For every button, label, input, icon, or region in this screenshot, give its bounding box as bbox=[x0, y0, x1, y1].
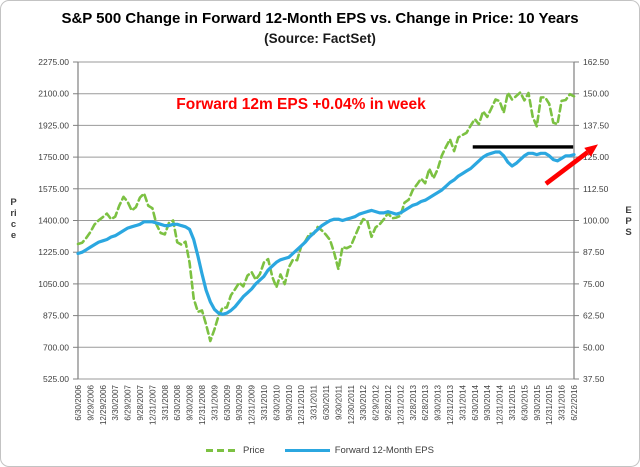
left-axis-tick-label: 875.00 bbox=[43, 311, 69, 321]
right-axis-tick-label: 87.50 bbox=[583, 247, 605, 257]
eps-solid-line-icon bbox=[284, 448, 330, 453]
x-axis-tick-label: 6/22/2016 bbox=[570, 384, 579, 420]
right-axis-tick-label: 137.50 bbox=[583, 120, 609, 130]
right-axis-tick-label: 112.50 bbox=[583, 184, 609, 194]
x-axis-tick-label: 3/31/2016 bbox=[558, 384, 567, 420]
x-axis-tick-label: 12/29/2006 bbox=[99, 384, 108, 425]
left-axis-tick-label: 2275.00 bbox=[38, 57, 69, 67]
price-axis-title: Price bbox=[10, 197, 17, 241]
x-axis-tick-label: 12/31/2012 bbox=[396, 384, 405, 425]
left-axis-tick-label: 1575.00 bbox=[38, 184, 69, 194]
chart-title: S&P 500 Change in Forward 12-Month EPS v… bbox=[61, 10, 579, 27]
chart-subtitle: (Source: FactSet) bbox=[264, 31, 376, 46]
right-axis-tick-label: 62.50 bbox=[583, 311, 605, 321]
x-axis-tick-label: 6/30/2009 bbox=[223, 384, 232, 420]
right-axis-tick-label: 37.50 bbox=[583, 374, 605, 384]
x-axis-tick-label: 12/31/2015 bbox=[545, 384, 554, 425]
left-axis-tick-label: 1925.00 bbox=[38, 120, 69, 130]
x-axis-tick-label: 9/28/2012 bbox=[384, 384, 393, 420]
x-axis-tick-label: 12/31/2010 bbox=[297, 384, 306, 425]
x-axis-tick-label: 9/30/2008 bbox=[186, 384, 195, 420]
left-axis-tick-label: 1225.00 bbox=[38, 247, 69, 257]
x-axis-tick-label: 3/31/2010 bbox=[260, 384, 269, 420]
x-axis-tick-label: 9/28/2007 bbox=[136, 384, 145, 420]
annotation-text: Forward 12m EPS +0.04% in week bbox=[176, 96, 426, 113]
x-axis-tick-label: 9/30/2014 bbox=[483, 384, 492, 420]
x-axis-tick-label: 3/31/2008 bbox=[161, 384, 170, 420]
right-axis-tick-label: 162.50 bbox=[583, 57, 609, 67]
legend-label-eps: Forward 12-Month EPS bbox=[334, 445, 434, 456]
x-axis-tick-label: 6/30/2015 bbox=[520, 384, 529, 420]
x-axis-tick-label: 3/28/2013 bbox=[409, 384, 418, 420]
legend-item-eps: Forward 12-Month EPS bbox=[284, 445, 434, 456]
legend-label-price: Price bbox=[243, 445, 265, 456]
x-axis-tick-label: 9/30/2015 bbox=[533, 384, 542, 420]
x-axis-tick-label: 12/31/2007 bbox=[148, 384, 157, 425]
right-axis-tick-label: 75.00 bbox=[583, 279, 605, 289]
trend-arrow-shaft bbox=[544, 150, 589, 186]
x-axis-tick-label: 3/30/2012 bbox=[359, 384, 368, 420]
x-axis-tick-label: 3/31/2011 bbox=[310, 384, 319, 420]
x-axis-tick-label: 6/29/2012 bbox=[372, 384, 381, 420]
left-axis-tick-label: 1400.00 bbox=[38, 216, 69, 226]
x-axis-tick-label: 6/30/2010 bbox=[272, 384, 281, 420]
price-line bbox=[76, 91, 576, 343]
x-axis-tick-label: 12/31/2014 bbox=[496, 384, 505, 425]
x-axis-tick-label: 9/29/2006 bbox=[86, 384, 95, 420]
x-axis-tick-label: 12/30/2011 bbox=[347, 384, 356, 424]
x-axis-tick-label: 6/29/2007 bbox=[124, 384, 133, 420]
left-axis-tick-label: 1050.00 bbox=[38, 279, 69, 289]
left-axis-tick-label: 525.00 bbox=[43, 374, 69, 384]
left-axis-tick-label: 2100.00 bbox=[38, 89, 69, 99]
price-dashed-line-icon bbox=[206, 449, 239, 452]
x-axis-tick-label: 3/31/2014 bbox=[458, 384, 467, 420]
right-axis-tick-label: 125.00 bbox=[583, 152, 609, 162]
x-axis-tick-label: 12/31/2008 bbox=[198, 384, 207, 425]
x-axis-tick-label: 12/31/2013 bbox=[446, 384, 455, 425]
x-axis-tick-label: 6/30/2014 bbox=[471, 384, 480, 420]
x-axis-tick-label: 9/30/2010 bbox=[285, 384, 294, 420]
x-axis-tick-label: 3/30/2007 bbox=[111, 384, 120, 420]
eps-line bbox=[76, 150, 576, 316]
x-axis-tick-label: 9/30/2009 bbox=[235, 384, 244, 420]
x-axis-tick-label: 6/30/2006 bbox=[74, 384, 83, 420]
x-axis-tick-label: 9/30/2011 bbox=[334, 384, 343, 420]
trend-arrow-head-icon bbox=[584, 144, 598, 157]
right-axis-tick-label: 50.00 bbox=[583, 342, 605, 352]
x-axis-tick-label: 6/30/2008 bbox=[173, 384, 182, 420]
x-axis-tick-label: 12/31/2009 bbox=[248, 384, 257, 425]
legend-item-price: Price bbox=[206, 445, 265, 456]
x-axis-tick-label: 6/30/2011 bbox=[322, 384, 331, 420]
x-axis-tick-label: 3/31/2009 bbox=[210, 384, 219, 420]
x-axis-tick-label: 6/28/2013 bbox=[421, 384, 430, 420]
right-axis-tick-label: 150.00 bbox=[583, 89, 609, 99]
right-axis-tick-label: 100.00 bbox=[583, 216, 609, 226]
x-axis-tick-label: 9/30/2013 bbox=[434, 384, 443, 420]
x-axis-tick-label: 3/31/2015 bbox=[508, 384, 517, 420]
legend: Price Forward 12-Month EPS bbox=[1, 445, 639, 456]
eps-axis-title: EPS bbox=[625, 205, 632, 238]
left-axis-tick-label: 700.00 bbox=[43, 342, 69, 352]
left-axis-tick-label: 1750.00 bbox=[38, 152, 69, 162]
